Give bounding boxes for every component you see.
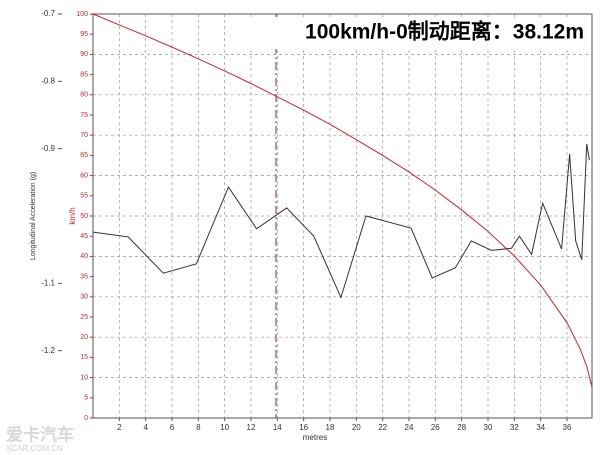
y-tick-label: -0.7 — [41, 9, 55, 18]
x-tick-label: 14 — [273, 423, 282, 432]
y2-tick-label: 100 — [76, 11, 88, 18]
y2-tick-label: 75 — [80, 112, 88, 119]
series-line — [92, 143, 590, 299]
y2-tick-label: 10 — [80, 374, 88, 381]
y-tick-label: -0.8 — [41, 76, 55, 85]
x-axis-label: metres — [303, 433, 327, 442]
x-tick-label: 34 — [536, 423, 545, 432]
y2-axis-label: km/h — [68, 207, 77, 224]
y2-tick-label: 15 — [80, 354, 88, 361]
y2-tick-label: 65 — [80, 152, 88, 159]
y2-tick-label: 35 — [80, 273, 88, 280]
y-tick-label: -1.2 — [41, 346, 55, 355]
y2-tick-label: 95 — [80, 31, 88, 38]
series-line — [92, 13, 593, 388]
y2-tick-label: 80 — [80, 92, 88, 99]
x-tick-label: 4 — [143, 423, 148, 432]
x-tick-label: 24 — [405, 423, 414, 432]
y2-tick-label: 70 — [80, 132, 88, 139]
y2-tick-label: 45 — [80, 233, 88, 240]
x-tick-label: 28 — [457, 423, 466, 432]
y-axis-label: Longitudinal Acceleration (g) — [30, 172, 37, 260]
y2-tick-label: 20 — [80, 334, 88, 341]
title-box — [236, 17, 588, 49]
x-tick-label: 32 — [510, 423, 519, 432]
y2-tick-label: 5 — [84, 395, 88, 402]
y2-tick-label: 60 — [80, 172, 88, 179]
x-tick-label: 22 — [378, 423, 387, 432]
y2-tick-label: 25 — [80, 314, 88, 321]
y2-tick-label: 40 — [80, 253, 88, 260]
x-tick-label: 16 — [299, 423, 308, 432]
y2-tick-label: 0 — [84, 415, 88, 422]
y2-tick-label: 90 — [80, 51, 88, 58]
watermark: 爱卡汽车 — [6, 424, 74, 444]
x-tick-label: 18 — [326, 423, 335, 432]
y-tick-label: -0.9 — [41, 144, 55, 153]
x-tick-label: 10 — [220, 423, 229, 432]
plot-layer: 2 4 6 8 10 12 14 16 18 20 22 24 26 28 30 32 34 3605101520… — [41, 9, 593, 432]
x-tick-label: 2 — [117, 423, 122, 432]
x-tick-label: 26 — [431, 423, 440, 432]
x-tick-label: 36 — [563, 423, 572, 432]
x-tick-label: 8 — [196, 423, 201, 432]
x-tick-label: 30 — [484, 423, 493, 432]
x-tick-label: 12 — [247, 423, 256, 432]
chart-title: 100km/h-0制动距离：38.12m — [305, 20, 584, 44]
y2-tick-label: 30 — [80, 294, 88, 301]
watermark-sub: XCAR.COM.CN — [6, 444, 63, 453]
x-tick-label: 6 — [170, 423, 175, 432]
y2-tick-label: 55 — [80, 193, 88, 200]
y-tick-label: -1.1 — [41, 278, 55, 287]
x-tick-label: 20 — [352, 423, 361, 432]
y2-tick-label: 50 — [80, 213, 88, 220]
y2-tick-label: 85 — [80, 71, 88, 78]
